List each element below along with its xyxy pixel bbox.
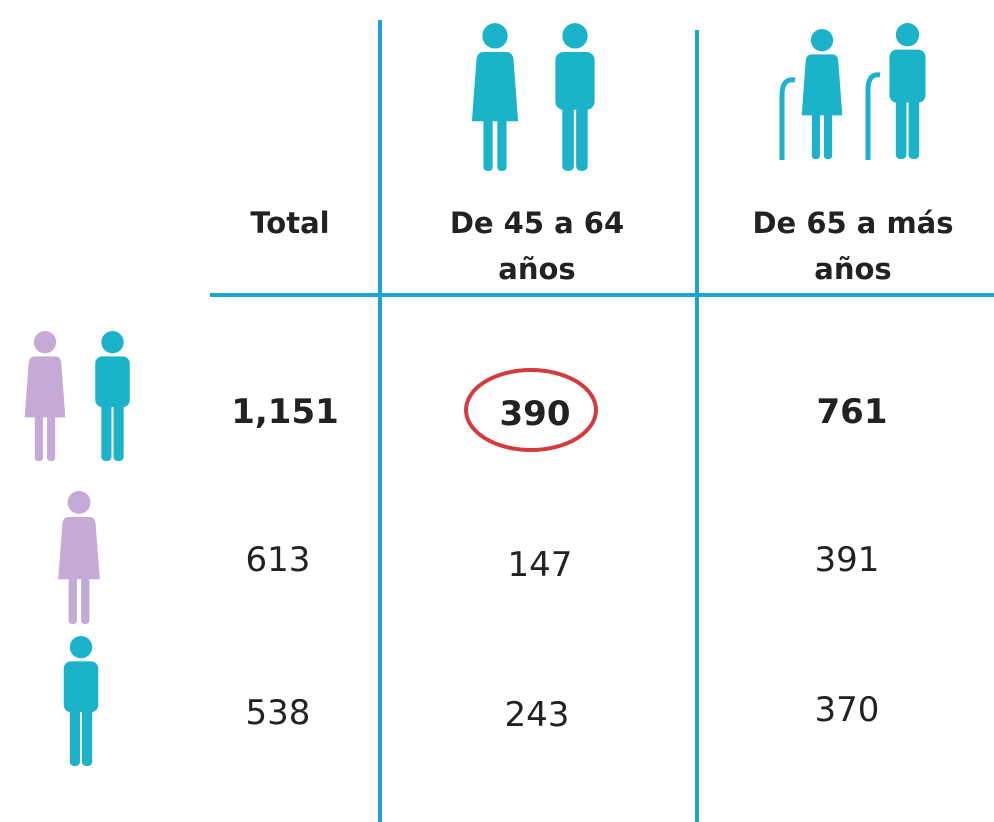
elder-icons xyxy=(779,23,926,160)
header: De 45 a 64 años xyxy=(449,206,625,286)
cell: 390 xyxy=(499,394,571,434)
cell: 243 xyxy=(504,695,570,735)
adult-icons xyxy=(471,23,595,171)
cell: 391 xyxy=(814,540,880,580)
row-icons xyxy=(24,331,130,766)
cell: 613 xyxy=(245,540,311,580)
cell: 761 xyxy=(816,392,888,432)
cell: 1,151 xyxy=(231,392,339,432)
highlight-circle xyxy=(464,368,598,452)
cell: 147 xyxy=(507,545,573,585)
cell: 538 xyxy=(245,693,311,733)
header: De 65 a más años xyxy=(752,206,954,286)
cell: 370 xyxy=(814,690,880,730)
header: Total xyxy=(250,206,330,240)
